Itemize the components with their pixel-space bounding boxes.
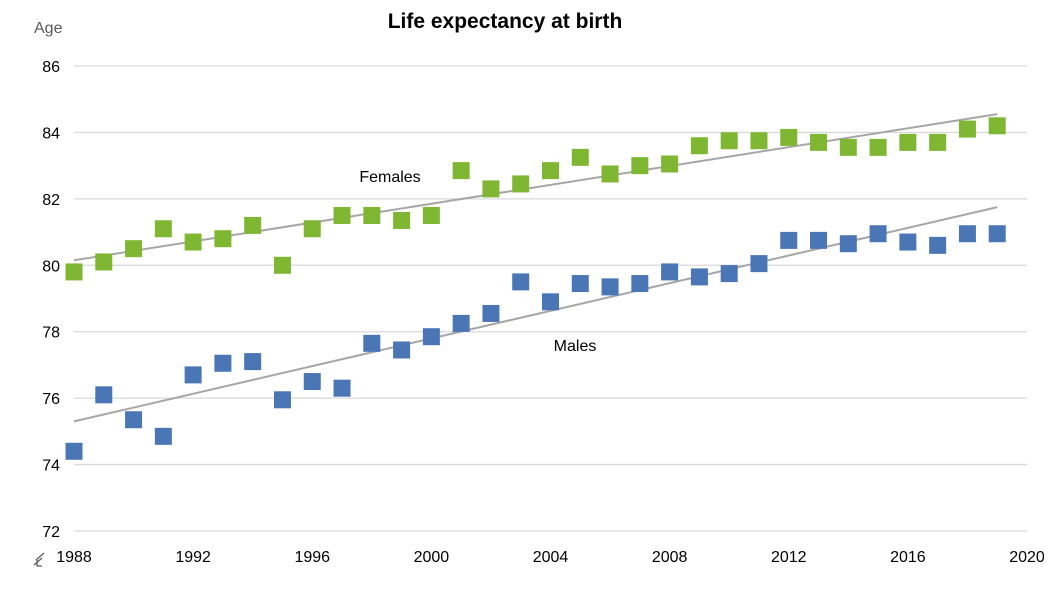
point-males-2018 <box>958 225 976 243</box>
point-males-2003 <box>512 273 530 291</box>
point-females-2015 <box>869 138 887 156</box>
y-tick-label: 86 <box>42 59 60 76</box>
point-males-1989 <box>95 386 113 404</box>
x-tick-label: 1992 <box>175 549 211 566</box>
point-females-2005 <box>571 148 589 166</box>
point-males-2015 <box>869 225 887 243</box>
point-males-1990 <box>125 411 143 429</box>
point-males-2007 <box>631 275 649 293</box>
point-females-2019 <box>988 117 1006 135</box>
point-males-2012 <box>780 231 798 249</box>
point-males-2008 <box>661 263 679 281</box>
annotation-females: Females <box>359 169 420 186</box>
point-males-2005 <box>571 275 589 293</box>
point-males-2004 <box>542 293 559 311</box>
point-males-1994 <box>244 353 262 371</box>
point-females-2006 <box>601 165 619 183</box>
y-tick-label: 72 <box>42 524 60 541</box>
point-males-2010 <box>720 265 738 283</box>
point-females-2016 <box>899 133 917 151</box>
point-males-2013 <box>810 231 828 249</box>
point-females-2003 <box>512 175 530 193</box>
point-males-1992 <box>184 366 202 384</box>
y-tick-label: 74 <box>42 458 60 475</box>
point-males-1993 <box>214 354 232 372</box>
point-females-2001 <box>452 162 470 180</box>
x-tick-label: 1988 <box>56 549 92 566</box>
y-tick-label: 78 <box>42 325 60 342</box>
y-tick-label: 76 <box>42 391 60 408</box>
point-females-2017 <box>929 133 947 151</box>
point-males-2009 <box>690 268 708 286</box>
y-tick-label: 84 <box>42 125 60 142</box>
point-females-2007 <box>631 157 649 175</box>
point-females-2000 <box>422 206 440 224</box>
point-females-1988 <box>65 263 83 281</box>
point-females-2011 <box>750 132 768 150</box>
y-axis-label: Age <box>34 20 63 37</box>
point-males-2000 <box>422 328 440 346</box>
point-males-1998 <box>363 334 381 352</box>
point-females-1995 <box>273 256 291 274</box>
point-females-2002 <box>482 180 500 198</box>
point-females-1990 <box>125 240 143 258</box>
x-tick-label: 2016 <box>890 549 926 566</box>
point-females-2014 <box>839 138 857 156</box>
point-females-1998 <box>363 206 381 224</box>
point-males-2006 <box>601 278 619 296</box>
point-males-2017 <box>929 236 947 254</box>
x-tick-label: 2004 <box>533 549 569 566</box>
point-females-1989 <box>95 253 113 271</box>
x-tick-label: 2000 <box>414 549 450 566</box>
point-females-2010 <box>720 132 738 150</box>
point-males-2014 <box>839 235 857 253</box>
y-tick-label: 82 <box>42 192 60 209</box>
axis-break-icon <box>33 552 45 567</box>
point-males-1996 <box>303 373 321 391</box>
point-males-2019 <box>988 225 1006 243</box>
annotation-males: Males <box>554 338 597 355</box>
point-males-1997 <box>333 379 351 397</box>
point-females-2009 <box>690 137 708 155</box>
point-females-2013 <box>810 133 828 151</box>
point-females-1993 <box>214 230 232 248</box>
x-tick-label: 1996 <box>294 549 330 566</box>
y-tick-label: 80 <box>42 258 60 275</box>
x-tick-label: 2012 <box>771 549 807 566</box>
point-females-1999 <box>393 211 411 229</box>
point-males-1988 <box>65 442 83 460</box>
x-tick-label: 2020 <box>1009 549 1045 566</box>
point-males-1991 <box>154 427 172 445</box>
point-females-1992 <box>184 233 202 251</box>
point-females-1994 <box>244 216 262 234</box>
point-females-2008 <box>661 155 679 173</box>
point-males-2016 <box>899 233 917 251</box>
chart-title: Life expectancy at birth <box>387 10 623 33</box>
point-females-1997 <box>333 206 351 224</box>
point-males-2002 <box>482 304 500 322</box>
point-females-1996 <box>303 220 321 238</box>
point-females-1991 <box>154 220 172 238</box>
point-females-2018 <box>958 120 976 138</box>
point-males-2001 <box>452 314 470 332</box>
point-males-1999 <box>393 341 411 359</box>
point-males-1995 <box>273 391 291 409</box>
point-males-2011 <box>750 255 768 273</box>
point-females-2004 <box>542 162 559 180</box>
x-tick-label: 2008 <box>652 549 688 566</box>
point-females-2012 <box>780 128 798 146</box>
